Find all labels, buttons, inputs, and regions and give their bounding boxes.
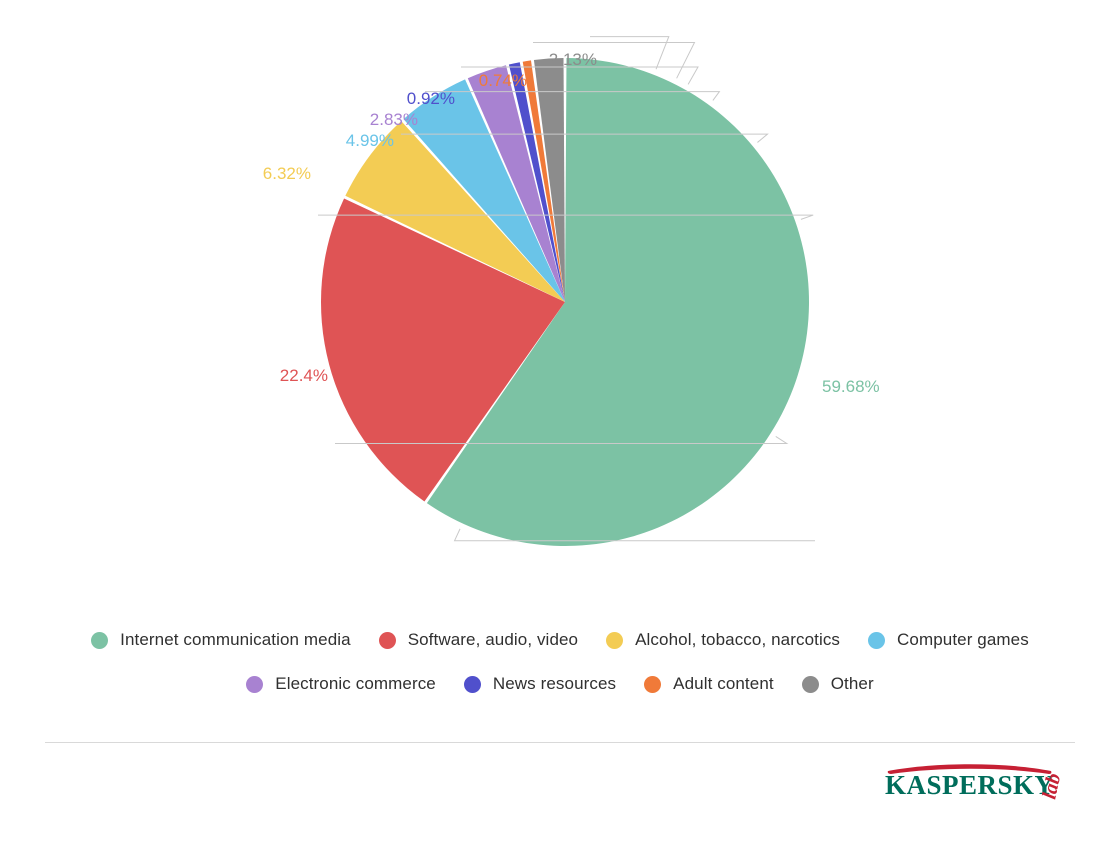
legend-label: News resources: [493, 674, 616, 694]
pie-chart: 59.68%22.4%6.32%4.99%2.83%0.92%0.74%2.13…: [0, 0, 1120, 600]
kaspersky-logo-svg: KASPERSKYlab: [885, 760, 1075, 810]
legend-label: Adult content: [673, 674, 774, 694]
brand-logo: KASPERSKYlab: [885, 760, 1075, 810]
legend-swatch: [464, 676, 481, 693]
legend-swatch: [606, 632, 623, 649]
legend-item[interactable]: Alcohol, tobacco, narcotics: [606, 630, 840, 650]
legend-item[interactable]: Electronic commerce: [246, 674, 436, 694]
legend-label: Computer games: [897, 630, 1029, 650]
legend-label: Internet communication media: [120, 630, 351, 650]
legend-item[interactable]: Computer games: [868, 630, 1029, 650]
legend-swatch: [868, 632, 885, 649]
logo-text-main: KASPERSKY: [885, 770, 1055, 800]
chart-container: 59.68%22.4%6.32%4.99%2.83%0.92%0.74%2.13…: [0, 0, 1120, 846]
logo-text-suffix: lab: [1038, 771, 1065, 801]
legend-label: Other: [831, 674, 874, 694]
legend-label: Electronic commerce: [275, 674, 436, 694]
legend-item[interactable]: Adult content: [644, 674, 774, 694]
legend-item[interactable]: Other: [802, 674, 874, 694]
legend-label: Software, audio, video: [408, 630, 578, 650]
legend-swatch: [91, 632, 108, 649]
legend: Internet communication media Software, au…: [45, 630, 1075, 694]
legend-item[interactable]: News resources: [464, 674, 616, 694]
footer-divider: [45, 742, 1075, 743]
legend-item[interactable]: Software, audio, video: [379, 630, 578, 650]
legend-swatch: [246, 676, 263, 693]
legend-swatch: [802, 676, 819, 693]
legend-label: Alcohol, tobacco, narcotics: [635, 630, 840, 650]
pie-svg: [0, 0, 1120, 600]
legend-item[interactable]: Internet communication media: [91, 630, 351, 650]
legend-swatch: [644, 676, 661, 693]
legend-swatch: [379, 632, 396, 649]
